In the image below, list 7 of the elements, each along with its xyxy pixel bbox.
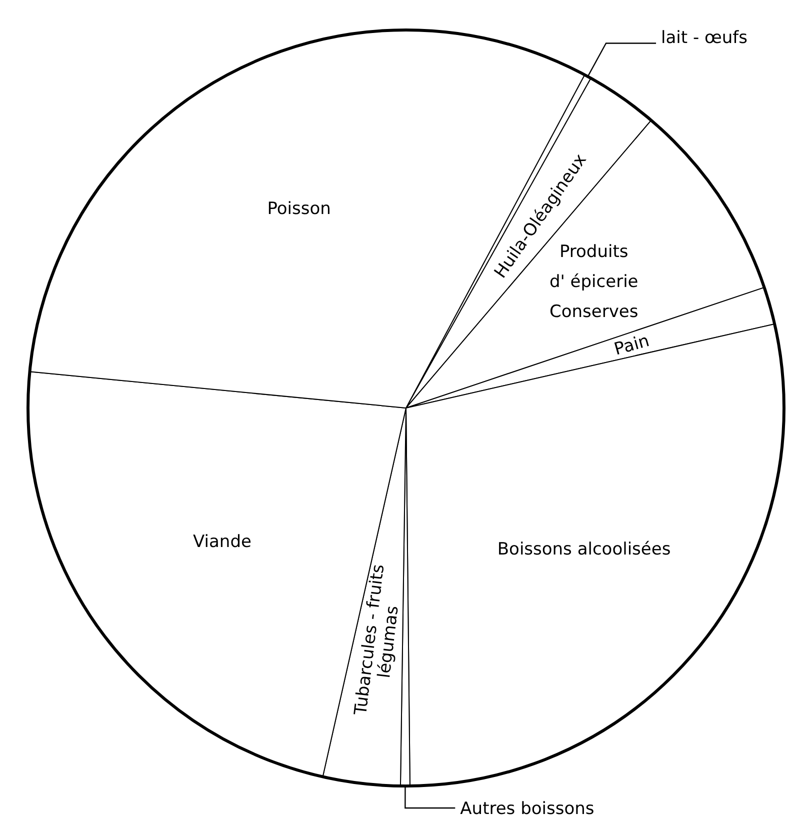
slice-label: Autres boissons bbox=[460, 798, 594, 819]
slice-label: Tubarcules - fruits légumas bbox=[350, 563, 403, 718]
slice-label: Viande bbox=[193, 532, 252, 552]
slice-label: lait - œufs bbox=[661, 28, 748, 48]
slice-label: Poisson bbox=[267, 198, 331, 219]
slice-label: Pain bbox=[612, 330, 652, 360]
slice-label: Boissons alcoolisées bbox=[497, 539, 671, 560]
